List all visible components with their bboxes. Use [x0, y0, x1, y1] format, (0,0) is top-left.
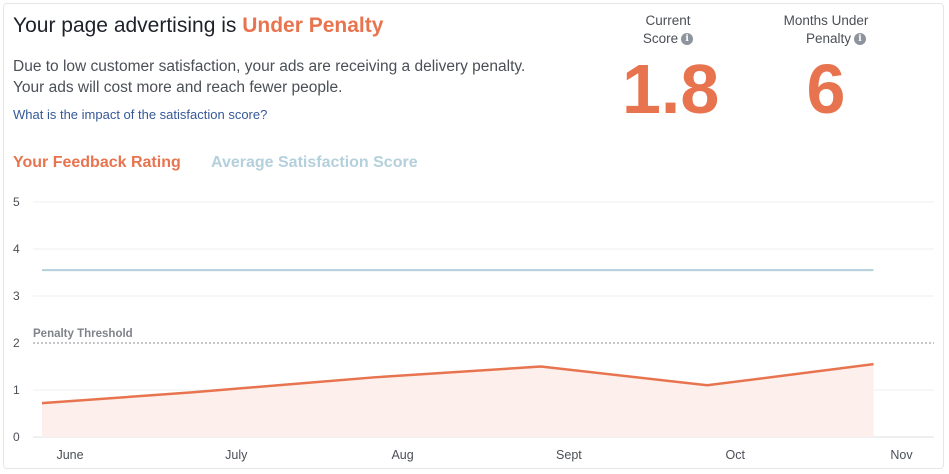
y-tick-label: 4 [13, 242, 20, 256]
x-tick-label: June [56, 448, 83, 462]
x-tick-label: Nov [890, 448, 913, 462]
current-score-metric: Current Score i 1.8 [622, 12, 720, 128]
legend-average-satisfaction[interactable]: Average Satisfaction Score [211, 154, 418, 171]
y-tick-label: 0 [13, 430, 20, 444]
impact-link[interactable]: What is the impact of the satisfaction s… [13, 107, 268, 122]
months-under-penalty-label: Months Under Penalty i [770, 12, 882, 48]
months-under-penalty-value: 6 [806, 50, 846, 128]
penalty-description: Due to low customer satisfaction, your a… [13, 56, 573, 98]
x-tick-label: July [225, 448, 248, 462]
current-score-label-line-2: Score [642, 31, 679, 46]
legend-feedback-rating[interactable]: Your Feedback Rating [13, 154, 181, 171]
x-tick-label: Aug [391, 448, 413, 462]
feedback-rating-line [41, 362, 874, 405]
title-prefix: Your page advertising is [13, 14, 237, 37]
page-title: Your page advertising is Under Penalty [13, 14, 383, 38]
y-tick-label: 1 [13, 383, 20, 397]
status-text: Under Penalty [242, 14, 384, 37]
y-tick-label: 2 [13, 336, 20, 350]
current-score-value: 1.8 [622, 50, 720, 128]
x-tick-label: Oct [725, 448, 745, 462]
x-tick-label: Sept [556, 448, 582, 462]
description-line-2: Your ads will cost more and reach fewer … [13, 79, 343, 96]
feedback-rating-area [42, 364, 874, 437]
score-card [3, 3, 944, 469]
current-score-label: Current Score i [622, 12, 714, 48]
months-label-line-1: Months Under [783, 13, 869, 28]
y-tick-label: 5 [13, 195, 20, 209]
months-label-line-2: Penalty [805, 31, 852, 46]
info-icon[interactable]: i [681, 33, 694, 46]
description-line-1: Due to low customer satisfaction, your a… [13, 58, 526, 75]
penalty-threshold-label: Penalty Threshold [33, 328, 133, 340]
current-score-label-line-1: Current [645, 13, 691, 28]
info-icon[interactable]: i [854, 33, 867, 46]
months-under-penalty-metric: Months Under Penalty i 6 [770, 12, 882, 124]
y-tick-label: 3 [13, 289, 20, 303]
